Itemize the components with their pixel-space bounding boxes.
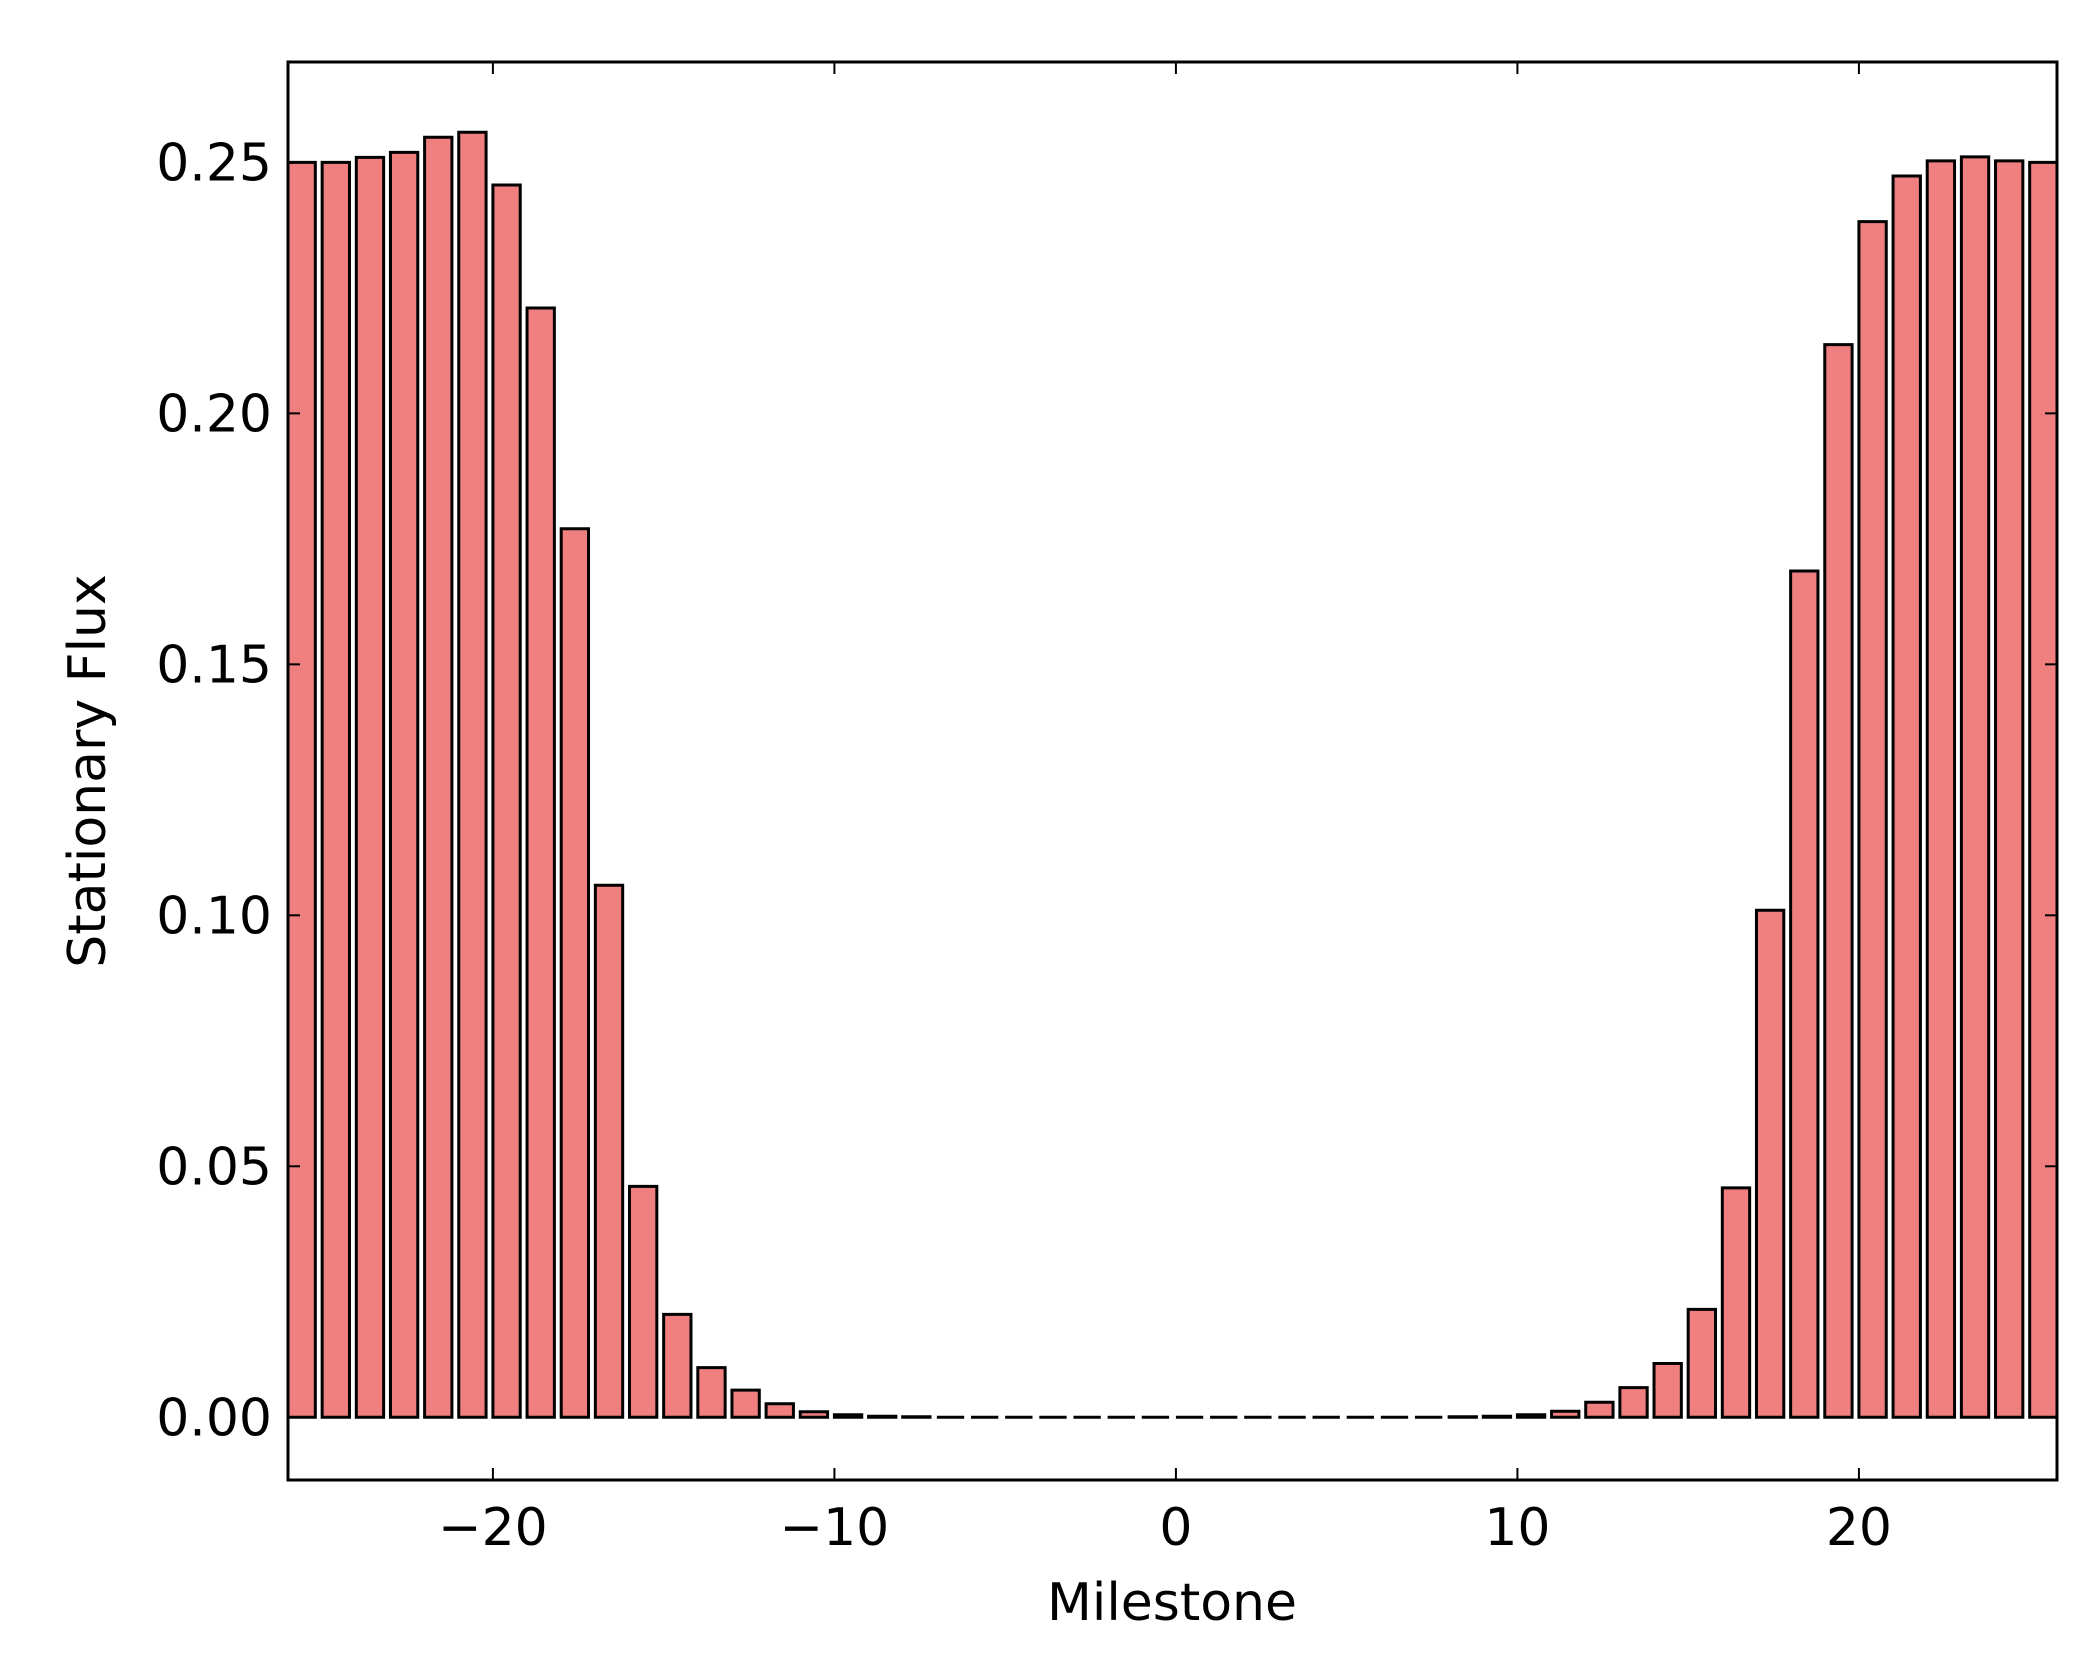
y-axis-label: Stationary Flux bbox=[58, 574, 118, 968]
bar bbox=[1686, 1307, 1717, 1419]
bar bbox=[1891, 174, 1922, 1419]
bar bbox=[1857, 220, 1888, 1419]
bar bbox=[1789, 569, 1820, 1419]
bar bbox=[1447, 1415, 1478, 1419]
bar bbox=[559, 527, 591, 1419]
bar bbox=[1550, 1409, 1581, 1419]
y-tick-label: 0.10 bbox=[156, 886, 272, 946]
x-tick-label: −20 bbox=[438, 1498, 548, 1558]
x-tick-label: 20 bbox=[1826, 1498, 1892, 1558]
y-tick-label: 0.25 bbox=[156, 133, 272, 193]
bar bbox=[1618, 1386, 1649, 1419]
plot-frame bbox=[286, 60, 2059, 1482]
bar bbox=[1925, 159, 1957, 1419]
y-tick-label: 0.15 bbox=[156, 635, 272, 695]
bar bbox=[696, 1366, 727, 1419]
bar bbox=[525, 306, 556, 1419]
bar bbox=[286, 160, 317, 1419]
bar bbox=[1754, 908, 1786, 1419]
bar bbox=[593, 883, 625, 1419]
bar bbox=[1959, 155, 1991, 1419]
bar bbox=[662, 1312, 693, 1419]
bar bbox=[2028, 160, 2059, 1419]
x-tick-label: −10 bbox=[780, 1498, 890, 1558]
bar bbox=[867, 1414, 898, 1419]
bar bbox=[628, 1184, 659, 1419]
bar bbox=[798, 1410, 830, 1419]
y-tick-label: 0.20 bbox=[156, 384, 272, 444]
bar bbox=[730, 1388, 761, 1419]
bar bbox=[354, 155, 386, 1419]
bar bbox=[320, 160, 351, 1419]
x-axis-label: Milestone bbox=[1047, 1573, 1297, 1633]
bar bbox=[1652, 1362, 1683, 1419]
bar bbox=[1720, 1186, 1752, 1419]
bar bbox=[457, 130, 488, 1419]
bar bbox=[388, 150, 420, 1419]
bar bbox=[832, 1413, 864, 1419]
x-tick-label: 10 bbox=[1484, 1498, 1550, 1558]
bar bbox=[1584, 1400, 1615, 1419]
bar bbox=[1515, 1413, 1547, 1419]
y-tick-label: 0.05 bbox=[156, 1137, 272, 1197]
bar bbox=[1481, 1414, 1513, 1419]
bar bbox=[423, 135, 454, 1419]
x-tick-label: 0 bbox=[1159, 1498, 1192, 1558]
bar bbox=[1823, 343, 1854, 1419]
bar bbox=[764, 1402, 795, 1419]
bar bbox=[491, 183, 522, 1419]
y-tick-label: 0.00 bbox=[156, 1388, 272, 1448]
bar bbox=[901, 1415, 932, 1419]
bar bbox=[1994, 159, 2025, 1419]
